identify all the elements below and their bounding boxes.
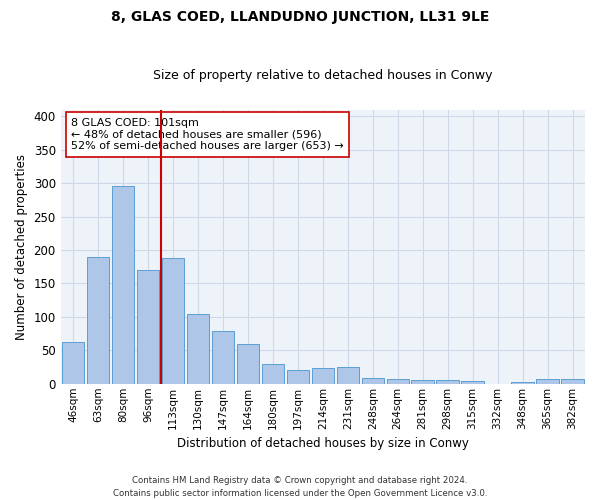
Bar <box>112 186 134 384</box>
X-axis label: Distribution of detached houses by size in Conwy: Distribution of detached houses by size … <box>177 437 469 450</box>
Text: Contains HM Land Registry data © Crown copyright and database right 2024.
Contai: Contains HM Land Registry data © Crown c… <box>113 476 487 498</box>
Bar <box>87 258 109 384</box>
Bar <box>436 380 459 384</box>
Bar <box>236 344 259 384</box>
Text: 8, GLAS COED, LLANDUDNO JUNCTION, LL31 9LE: 8, GLAS COED, LLANDUDNO JUNCTION, LL31 9… <box>111 10 489 24</box>
Bar <box>386 379 409 384</box>
Bar <box>162 258 184 384</box>
Bar <box>287 370 309 384</box>
Bar <box>461 381 484 384</box>
Bar <box>536 379 559 384</box>
Bar <box>311 368 334 384</box>
Bar <box>212 331 234 384</box>
Title: Size of property relative to detached houses in Conwy: Size of property relative to detached ho… <box>153 69 493 82</box>
Bar <box>511 382 534 384</box>
Text: 8 GLAS COED: 101sqm
← 48% of detached houses are smaller (596)
52% of semi-detac: 8 GLAS COED: 101sqm ← 48% of detached ho… <box>71 118 344 151</box>
Bar <box>62 342 85 384</box>
Bar <box>412 380 434 384</box>
Bar <box>262 364 284 384</box>
Bar <box>337 367 359 384</box>
Bar <box>137 270 159 384</box>
Bar <box>187 314 209 384</box>
Y-axis label: Number of detached properties: Number of detached properties <box>15 154 28 340</box>
Bar <box>362 378 384 384</box>
Bar <box>561 379 584 384</box>
